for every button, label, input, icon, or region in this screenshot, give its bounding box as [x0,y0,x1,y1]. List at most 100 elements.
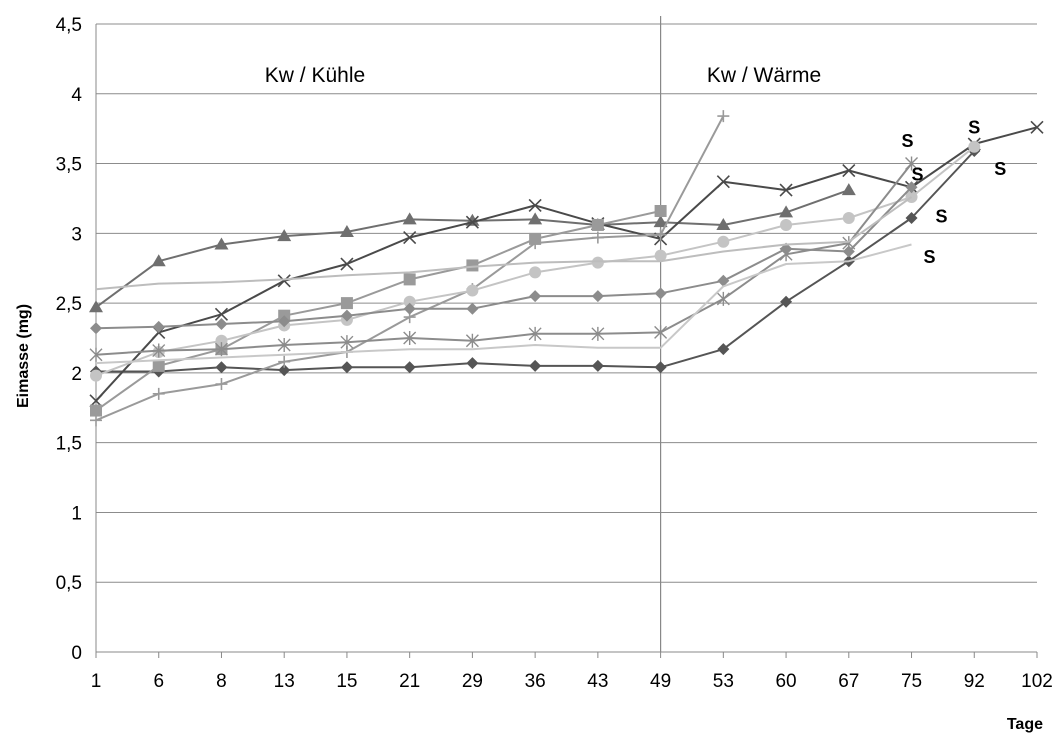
data-point-circle [90,369,102,382]
data-point-x [214,307,229,321]
data-point-square [403,273,416,286]
series-10 [95,243,912,365]
series-1 [90,144,981,378]
annotation-s: S [902,131,914,151]
data-point-triangle [89,300,103,313]
series-line [95,196,913,291]
data-point-plus [152,387,165,400]
y-tick-label: 0 [71,643,82,664]
data-point-circle [968,140,981,153]
data-point-circle [842,211,855,224]
data-point-diamond [340,361,353,374]
data-point-triangle [653,215,668,228]
data-point-diamond [215,361,228,374]
data-point-x [277,274,291,288]
data-point-star [779,247,793,262]
data-point-diamond [278,315,291,328]
x-tick-label: 13 [274,671,295,692]
data-point-circle [215,334,228,347]
data-point-circle [529,266,542,279]
data-point-diamond [403,361,416,374]
series-2 [89,183,856,313]
y-tick-label: 1 [71,503,82,524]
y-tick-label: 2,5 [56,294,82,315]
grid-layer [96,16,1037,653]
data-point-plus [717,110,730,123]
data-point-triangle [528,212,543,225]
data-point-diamond [278,364,291,377]
x-tick-label: 67 [838,671,859,692]
data-point-triangle [277,229,292,242]
x-tick-label: 49 [650,671,671,692]
x-axis-title: Tage [1007,716,1043,733]
data-point-star [403,331,417,345]
data-point-star [591,326,605,341]
data-point-circle [403,295,416,308]
data-point-diamond [591,290,604,303]
data-point-x [403,230,417,245]
y-tick-label: 3,5 [56,155,82,176]
data-point-x [528,198,542,212]
data-point-star [214,342,228,357]
y-tick-label: 4,5 [56,15,82,36]
series-line [95,243,912,365]
annotation-s: S [968,117,980,137]
region-label-kuehle: Kw / Kühle [265,64,365,87]
data-point-diamond [717,343,730,356]
data-point-diamond [780,295,793,308]
data-point-star [654,325,668,340]
x-tick-label: 43 [587,671,608,692]
annotation-s: S [912,165,924,185]
data-point-x [340,257,354,271]
series-line [95,210,661,412]
series-8 [89,156,919,362]
data-point-diamond [152,320,165,333]
data-point-diamond [340,309,353,322]
data-point-diamond [90,322,102,335]
axis-layer: 0 0,5 1 1,5 2 2,5 3 3,5 4 4,5 1 6 8 13 15 21 29 36 43 49 53 6… [56,15,1053,692]
x-tick-label: 36 [525,671,546,692]
series-4 [90,205,667,417]
series-3 [89,120,1044,408]
data-point-triangle [151,254,166,267]
data-point-x [1030,120,1044,134]
data-point-diamond [466,302,479,315]
x-tick-label: 8 [216,671,227,692]
data-point-triangle [716,217,731,230]
data-point-triangle [214,237,229,250]
data-point-plus [278,355,291,368]
annotation-s: S [924,247,936,267]
data-point-x [716,175,730,189]
x-tick-label: 29 [462,671,483,692]
data-point-diamond [466,357,479,370]
data-point-circle [717,235,730,248]
data-point-square [591,218,604,231]
series-line [95,186,913,330]
x-tick-label: 75 [901,671,922,692]
data-point-plus [529,237,542,250]
series-layer [89,110,1044,427]
data-point-plus [591,231,604,244]
data-point-square [466,259,479,272]
y-axis-title: Eimasse (mg) [15,304,32,408]
x-tick-label: 6 [153,671,164,692]
data-point-square [340,297,353,310]
data-point-square [90,404,102,417]
data-point-diamond [529,359,542,372]
series-7 [90,181,918,335]
series-9 [95,196,913,291]
data-point-triangle [779,205,794,218]
y-tick-label: 3 [71,224,82,245]
data-point-circle [780,218,793,231]
series-line [95,115,725,422]
data-point-triangle [339,224,354,237]
data-point-diamond [905,181,918,194]
x-tick-label: 92 [964,671,985,692]
annotation-s: S [936,207,948,227]
data-point-circle [466,284,479,297]
data-point-square [152,359,165,372]
x-tick-label: 21 [399,671,420,692]
data-point-plus [90,414,102,427]
